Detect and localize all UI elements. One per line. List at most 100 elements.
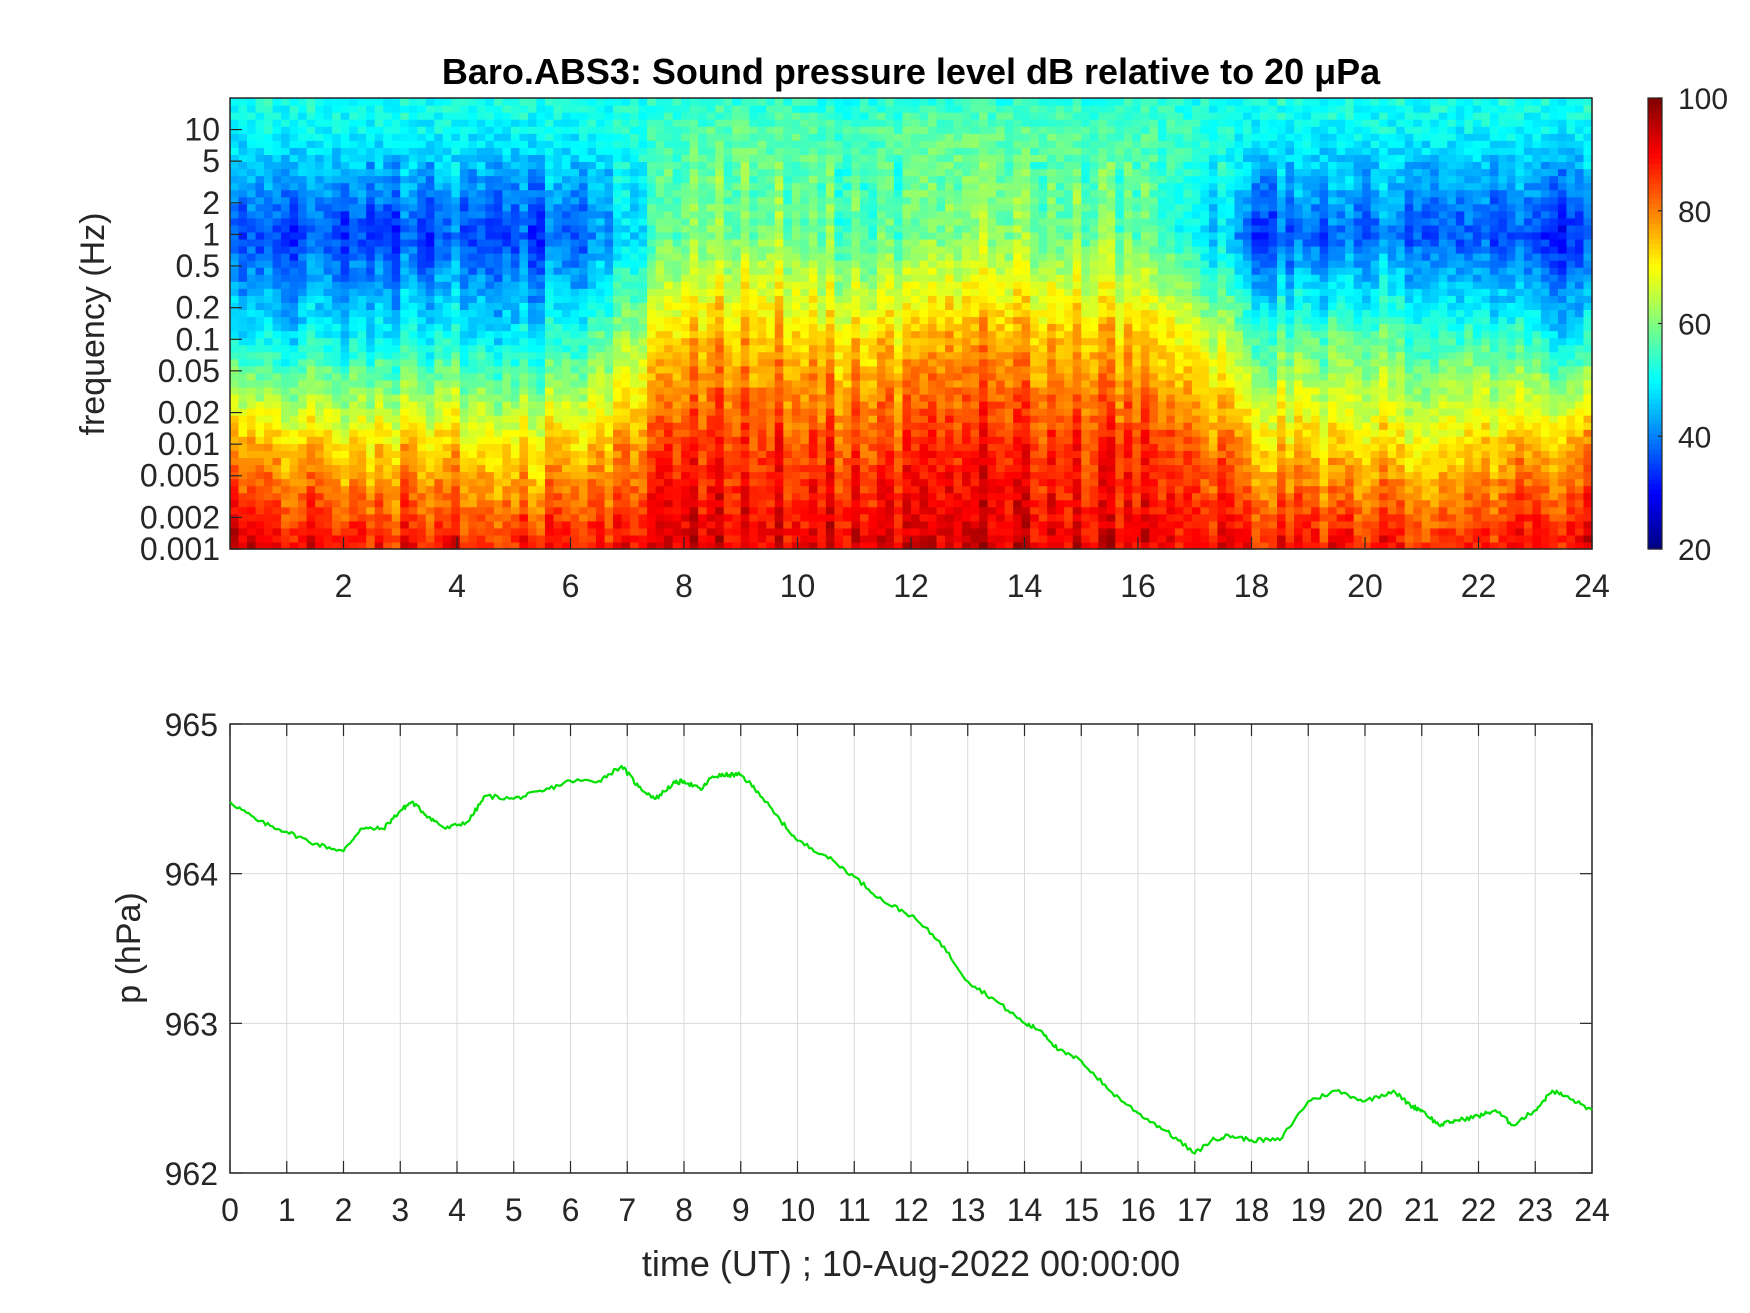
heatmap-cell [357,288,367,296]
heatmap-cell [689,478,699,487]
heatmap-cell [238,245,248,254]
heatmap-cell [493,133,503,141]
heatmap-cell [766,513,776,522]
heatmap-cell [647,126,657,134]
heatmap-cell [757,323,767,332]
heatmap-cell [842,302,853,311]
heatmap-cell [868,513,878,522]
heatmap-cell [510,175,521,184]
heatmap-cell [230,175,240,184]
heatmap-cell [442,274,452,282]
heatmap-cell [561,457,572,466]
heatmap-cell [817,393,827,402]
heatmap-cell [391,379,401,388]
heatmap-cell [766,443,776,451]
heatmap-cell [366,408,376,416]
heatmap-cell [408,253,418,261]
heatmap-cell [587,98,597,106]
heatmap-cell [655,499,665,508]
heatmap-cell [476,175,486,184]
heatmap-cell [468,429,478,437]
heatmap-cell [638,464,648,473]
heatmap-cell [630,98,640,106]
heatmap-cell [817,372,827,381]
heatmap-cell [323,133,333,141]
heatmap-cell [315,443,325,451]
heatmap-cell [332,147,342,155]
heatmap-cell [868,351,878,360]
heatmap-cell [451,267,461,275]
heatmap-cell [561,527,572,536]
heatmap-cell [281,527,291,536]
heatmap-cell [476,112,486,120]
heatmap-cell [757,337,767,346]
heatmap-cell [842,520,853,529]
heatmap-cell [442,443,452,451]
heatmap-cell [493,393,503,402]
heatmap-cell [808,295,818,303]
heatmap-cell [766,499,776,508]
heatmap-cell [340,450,350,458]
heatmap-cell [476,379,486,388]
heatmap-cell [604,281,614,289]
heatmap-cell [689,302,699,311]
heatmap-cell [459,506,469,515]
heatmap-cell [570,316,580,325]
heatmap-cell [613,231,623,240]
heatmap-cell [647,450,657,458]
heatmap-cell [851,464,861,473]
heatmap-cell [476,323,486,332]
heatmap-cell [298,112,308,120]
heatmap-cell [519,506,529,515]
heatmap-cell [425,140,435,148]
heatmap-cell [791,288,801,296]
heatmap-cell [630,527,640,536]
heatmap-cell [400,281,410,289]
heatmap-cell [349,147,359,155]
heatmap-cell [689,415,699,423]
heatmap-cell [230,485,240,494]
heatmap-cell [553,386,563,395]
heatmap-cell [255,351,265,360]
heatmap-cell [544,224,555,233]
heatmap-cell [868,422,878,430]
heatmap-cell [664,105,674,113]
heatmap-cell [425,231,435,240]
heatmap-cell [485,393,495,402]
heatmap-cell [774,408,784,416]
heatmap-cell [834,182,844,191]
heatmap-cell [834,379,844,388]
heatmap-cell [553,372,563,381]
heatmap-cell [493,260,503,268]
heatmap-cell [485,105,495,113]
heatmap-cell [374,478,384,487]
heatmap-cell [553,323,563,332]
heatmap-cell [749,267,759,275]
heatmap-cell [579,436,589,444]
heatmap-cell [859,393,870,402]
heatmap-cell [868,245,878,254]
heatmap-cell [613,168,623,177]
heatmap-cell [876,344,887,353]
heatmap-cell [247,260,257,268]
heatmap-cell [400,253,410,261]
heatmap-cell [544,478,555,487]
heatmap-cell [357,541,367,550]
heatmap-cell [698,281,708,289]
heatmap-cell [664,372,674,381]
heatmap-cell [502,415,512,423]
heatmap-cell [442,238,452,247]
heatmap-cell [502,534,512,543]
heatmap-cell [289,196,299,205]
heatmap-cell [817,351,827,360]
heatmap-cell [621,119,631,127]
heatmap-cell [425,245,435,254]
heatmap-cell [238,506,248,515]
heatmap-cell [800,281,810,289]
heatmap-cell [289,541,299,550]
heatmap-cell [672,238,682,247]
heatmap-cell [664,245,674,254]
heatmap-cell [298,154,308,163]
heatmap-cell [638,457,648,466]
heatmap-cell [706,443,716,451]
